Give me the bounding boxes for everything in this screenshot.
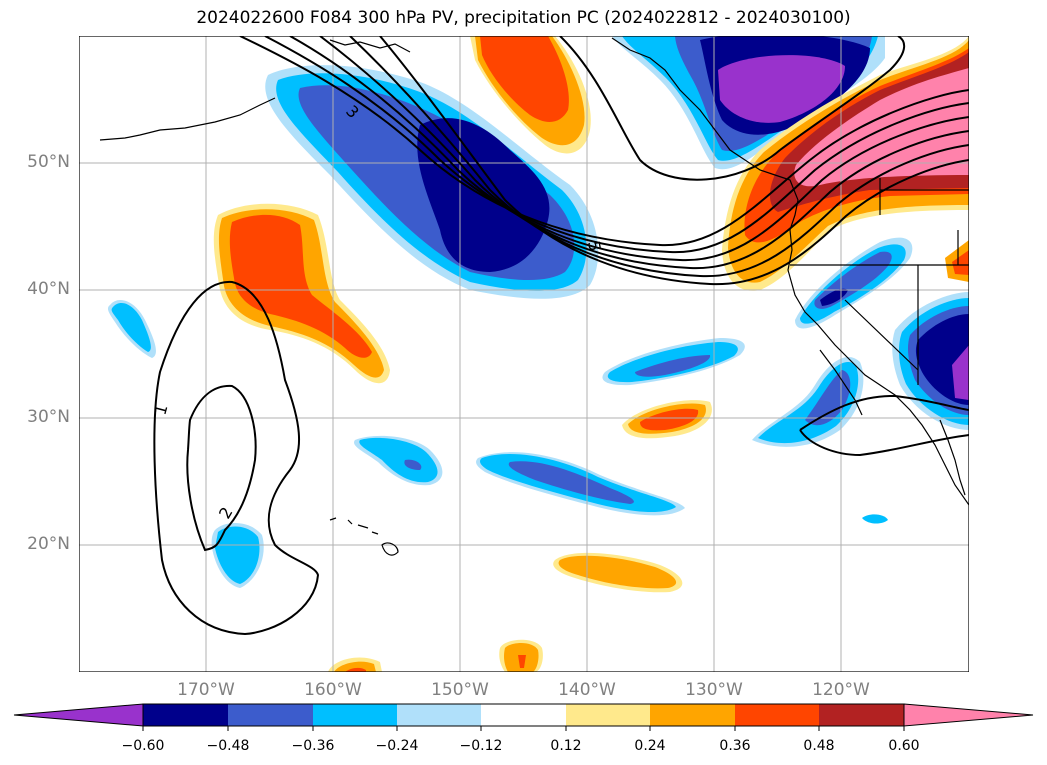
colorbar-tick: −0.24 [375, 738, 419, 754]
negative-anomaly-gulf-of-alaska [612, 36, 885, 170]
colorbar-tick: 0.36 [719, 738, 751, 754]
colorbar-tick: −0.48 [206, 738, 250, 754]
hawaii-islands [329, 517, 399, 556]
positive-anomaly-north-pacific [470, 36, 591, 154]
lon-label-170w: 170°W [177, 680, 235, 700]
colorbar-tick: −0.60 [121, 738, 165, 754]
lon-label-140w: 140°W [558, 680, 616, 700]
colorbar-tick: 0.12 [550, 738, 582, 754]
lon-label-150w: 150°W [431, 680, 489, 700]
map-plot-area [79, 36, 969, 672]
lat-label-20n: 20°N [27, 534, 70, 554]
lon-label-160w: 160°W [304, 680, 362, 700]
contour-label-5: 5 [584, 239, 604, 252]
positive-anomaly-streaks [328, 400, 712, 672]
lon-label-120w: 120°W [812, 680, 870, 700]
colorbar-tick: 0.24 [634, 738, 666, 754]
pv-contours [153, 36, 969, 636]
positive-anomaly-west-central [213, 203, 390, 384]
negative-anomaly-baja-offshore [752, 356, 864, 447]
negative-anomaly-streaks [107, 300, 888, 588]
contour-label-1: 1 [151, 402, 172, 417]
colorbar-tick: 0.60 [888, 738, 920, 754]
negative-anomaly-northpacific [265, 65, 599, 299]
lon-label-130w: 130°W [685, 680, 743, 700]
map-title: 2024022600 F084 300 hPa PV, precipitatio… [196, 8, 851, 28]
coastlines [99, 37, 969, 506]
colorbar-tick: −0.36 [291, 738, 335, 754]
lat-label-50n: 50°N [27, 152, 70, 172]
lat-label-30n: 30°N [27, 407, 70, 427]
colorbar-tick: 0.48 [803, 738, 835, 754]
lat-label-40n: 40°N [27, 279, 70, 299]
colorbar [13, 703, 1034, 731]
colorbar-tick: −0.12 [459, 738, 503, 754]
negative-anomaly-southwest [892, 292, 969, 430]
